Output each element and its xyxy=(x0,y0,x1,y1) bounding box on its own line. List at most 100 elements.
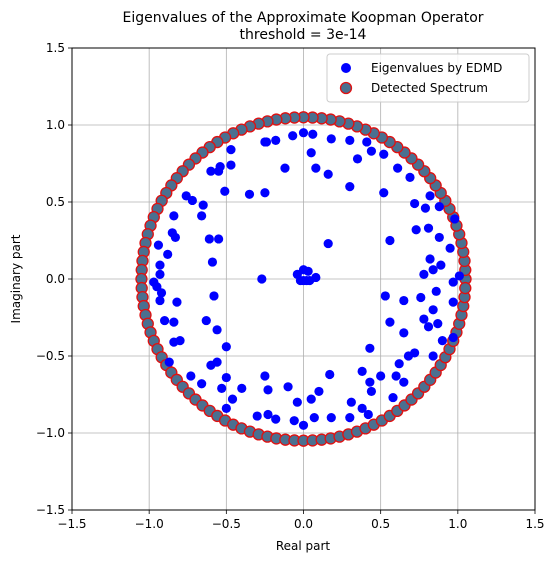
edmd-point xyxy=(311,163,321,173)
edmd-point xyxy=(187,195,197,206)
edmd-point xyxy=(298,420,309,430)
edmd-point xyxy=(260,371,270,381)
edmd-point xyxy=(423,223,434,233)
spectrum-point xyxy=(459,281,472,295)
edmd-point xyxy=(221,372,231,383)
edmd-point xyxy=(155,269,165,279)
edmd-point xyxy=(306,148,316,158)
edmd-point xyxy=(309,413,319,423)
edmd-point xyxy=(164,357,174,367)
edmd-point xyxy=(385,317,395,327)
legend-label-spectrum: Detected Spectrum xyxy=(371,81,488,95)
edmd-point xyxy=(209,291,219,301)
edmd-point xyxy=(436,260,446,270)
chart-title: Eigenvalues of the Approximate Koopman O… xyxy=(122,10,483,26)
edmd-point xyxy=(155,260,165,270)
edmd-point xyxy=(172,297,182,307)
edmd-point xyxy=(169,317,179,327)
legend-label-edmd: Eigenvalues by EDMD xyxy=(371,61,502,75)
edmd-point xyxy=(163,249,173,259)
edmd-point xyxy=(420,203,431,213)
edmd-point xyxy=(434,232,444,243)
y-axis-label: Imaginary part xyxy=(9,234,23,323)
edmd-point xyxy=(214,166,224,176)
edmd-point xyxy=(379,149,389,159)
edmd-point xyxy=(388,392,398,403)
edmd-point xyxy=(263,409,273,420)
y-tick-label: 1.0 xyxy=(46,118,65,132)
edmd-point xyxy=(237,383,247,393)
edmd-point xyxy=(206,166,216,176)
edmd-point xyxy=(366,386,377,397)
edmd-point xyxy=(346,397,356,407)
edmd-point xyxy=(326,134,336,144)
edmd-point xyxy=(260,188,270,198)
edmd-point xyxy=(399,295,409,306)
edmd-point xyxy=(363,409,373,420)
edmd-point xyxy=(393,163,403,173)
edmd-point xyxy=(305,275,315,286)
edmd-point xyxy=(345,135,355,145)
edmd-point xyxy=(308,129,318,139)
tick-layer: −1.5−1.5 −1.0 −1.0 −0.5 −0.5 0.0 0.0 0.5 0.5 1.0 1… xyxy=(36,41,545,531)
edmd-point xyxy=(160,315,170,326)
edmd-point xyxy=(217,383,227,393)
edmd-point xyxy=(410,198,420,209)
edmd-point xyxy=(306,394,316,404)
edmd-point xyxy=(379,188,389,198)
edmd-point xyxy=(323,169,333,179)
legend: Eigenvalues by EDMD Detected Spectrum xyxy=(326,53,530,103)
legend-box xyxy=(326,53,530,103)
edmd-point xyxy=(399,377,409,387)
edmd-point xyxy=(186,371,196,381)
edmd-point xyxy=(362,137,372,147)
edmd-point xyxy=(419,314,429,324)
edmd-point xyxy=(252,411,262,421)
edmd-point xyxy=(352,154,363,164)
x-tick-label: −0.5 xyxy=(212,517,241,531)
edmd-point xyxy=(298,128,309,138)
edmd-point xyxy=(345,413,355,423)
edmd-point xyxy=(289,416,299,426)
x-tick-label: 1.0 xyxy=(448,517,467,531)
edmd-point xyxy=(207,257,218,267)
edmd-point xyxy=(437,336,447,346)
edmd-point xyxy=(212,325,222,335)
edmd-point xyxy=(403,351,414,361)
edmd-point xyxy=(366,146,377,156)
edmd-point xyxy=(271,414,281,424)
edmd-point xyxy=(221,403,231,413)
edmd-point xyxy=(448,277,458,287)
edmd-point xyxy=(434,202,444,212)
edmd-point xyxy=(155,295,165,306)
edmd-point xyxy=(226,145,236,155)
y-tick-label: −1.5 xyxy=(36,503,65,517)
edmd-point xyxy=(325,369,335,380)
legend-marker-edmd xyxy=(341,63,351,73)
x-axis-label: Real part xyxy=(276,539,331,553)
edmd-point xyxy=(365,343,375,353)
x-tick-label: −1.5 xyxy=(57,517,86,531)
edmd-point xyxy=(450,214,460,224)
edmd-point xyxy=(197,379,207,389)
edmd-point xyxy=(288,131,298,141)
edmd-point xyxy=(169,211,179,221)
edmd-series xyxy=(149,128,464,430)
edmd-point xyxy=(314,386,324,397)
edmd-point xyxy=(257,274,267,284)
edmd-point xyxy=(448,297,458,307)
x-tick-label: 0.5 xyxy=(371,517,390,531)
x-tick-label: −1.0 xyxy=(135,517,164,531)
y-tick-label: 0.5 xyxy=(46,195,65,209)
edmd-point xyxy=(170,232,181,243)
edmd-point xyxy=(357,366,367,376)
edmd-point xyxy=(445,243,455,253)
edmd-point xyxy=(271,135,281,145)
edmd-point xyxy=(206,360,216,370)
edmd-point xyxy=(376,371,386,381)
edmd-point xyxy=(454,271,464,281)
edmd-point xyxy=(201,315,211,326)
edmd-point xyxy=(357,403,367,413)
edmd-point xyxy=(428,351,438,361)
edmd-point xyxy=(345,182,355,192)
